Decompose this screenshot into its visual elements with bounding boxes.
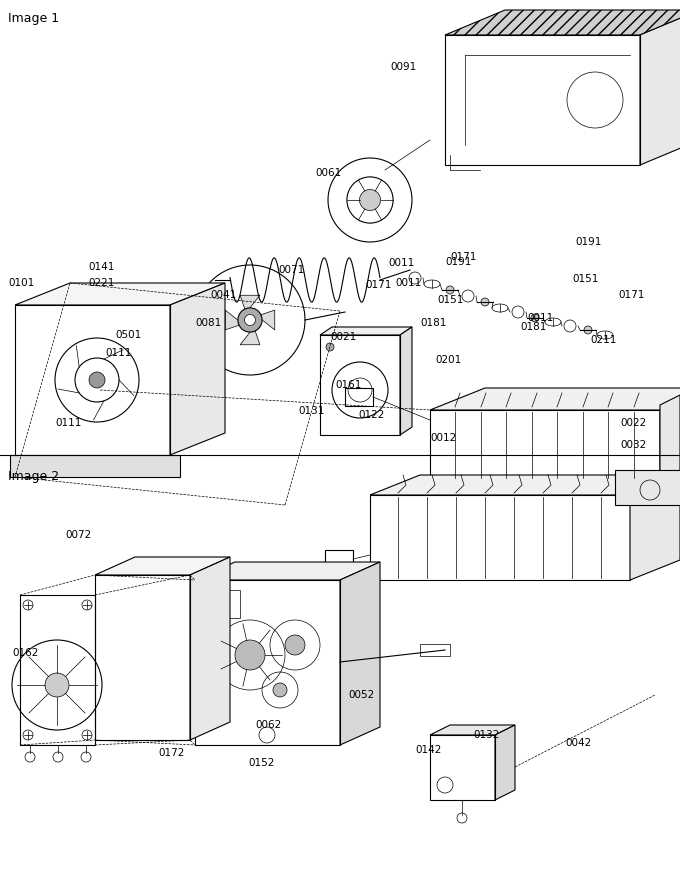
Circle shape (481, 298, 489, 306)
Circle shape (564, 320, 576, 332)
Bar (10, 455, 180, 477)
Text: 0032: 0032 (620, 440, 646, 450)
Text: 0052: 0052 (348, 690, 374, 700)
Polygon shape (660, 388, 680, 480)
Text: 0171: 0171 (450, 252, 477, 262)
Text: 0221: 0221 (88, 278, 114, 288)
Text: 0131: 0131 (298, 406, 324, 416)
Text: 0022: 0022 (620, 418, 646, 428)
Polygon shape (400, 327, 412, 435)
Polygon shape (615, 470, 680, 505)
Text: 0181: 0181 (520, 322, 546, 332)
Circle shape (89, 372, 105, 388)
Polygon shape (225, 310, 243, 330)
Text: 0161: 0161 (335, 380, 361, 390)
Bar (430, 735, 495, 800)
Circle shape (326, 343, 334, 351)
Polygon shape (320, 327, 412, 335)
Polygon shape (240, 295, 260, 313)
Circle shape (462, 290, 474, 302)
Text: 0071: 0071 (278, 265, 304, 275)
Text: 0172: 0172 (158, 748, 184, 758)
Text: 0151: 0151 (572, 274, 598, 284)
Text: 0042: 0042 (565, 738, 591, 748)
Text: 0081: 0081 (195, 318, 221, 328)
Text: 0041: 0041 (210, 290, 236, 300)
Polygon shape (95, 557, 230, 575)
Circle shape (245, 314, 256, 326)
Text: 0181: 0181 (420, 318, 446, 328)
Circle shape (512, 306, 524, 318)
Bar (320, 335, 400, 435)
Text: 0012: 0012 (430, 433, 456, 443)
Circle shape (531, 314, 539, 322)
Text: 0142: 0142 (415, 745, 441, 755)
Polygon shape (630, 475, 680, 580)
Text: 0021: 0021 (330, 332, 356, 342)
Circle shape (273, 683, 287, 697)
Circle shape (584, 326, 592, 334)
Text: 0011: 0011 (527, 313, 554, 323)
Text: 0152: 0152 (248, 758, 274, 768)
Circle shape (45, 673, 69, 697)
Polygon shape (640, 10, 680, 165)
Bar (20, 595, 95, 745)
Text: 0211: 0211 (590, 335, 616, 345)
Circle shape (23, 730, 33, 740)
Text: 0501: 0501 (115, 330, 141, 340)
Text: 0151: 0151 (437, 295, 463, 305)
Bar (200, 590, 240, 618)
Text: 0111: 0111 (105, 348, 131, 358)
Text: 0011: 0011 (388, 258, 414, 268)
Text: 0072: 0072 (65, 530, 91, 540)
Text: 0062: 0062 (255, 720, 282, 730)
Circle shape (82, 730, 92, 740)
Text: 0122: 0122 (358, 410, 384, 420)
Text: 0191: 0191 (575, 237, 601, 247)
Text: 0111: 0111 (55, 418, 82, 428)
Polygon shape (15, 283, 225, 305)
Text: 0171: 0171 (365, 280, 392, 290)
Text: 0061: 0061 (315, 168, 341, 178)
Circle shape (23, 600, 33, 610)
Bar (420, 644, 450, 656)
Circle shape (360, 189, 381, 210)
Circle shape (409, 272, 421, 284)
Polygon shape (340, 562, 380, 745)
Circle shape (82, 600, 92, 610)
Text: 0171: 0171 (618, 290, 645, 300)
Text: 0132: 0132 (473, 730, 499, 740)
Text: Image 2: Image 2 (8, 470, 59, 483)
Polygon shape (190, 557, 230, 740)
Polygon shape (495, 725, 515, 800)
Bar (345, 388, 373, 406)
Polygon shape (660, 395, 680, 480)
Bar (95, 575, 190, 740)
Circle shape (285, 635, 305, 655)
Text: 0201: 0201 (435, 355, 461, 365)
Polygon shape (445, 10, 680, 35)
Polygon shape (257, 310, 275, 330)
Polygon shape (430, 388, 680, 410)
Text: 0162: 0162 (12, 648, 38, 658)
Circle shape (235, 640, 265, 670)
Bar (325, 550, 353, 568)
Text: Image 1: Image 1 (8, 12, 59, 25)
Text: 0191: 0191 (445, 257, 471, 267)
Polygon shape (430, 725, 515, 735)
Text: 0091: 0091 (390, 62, 416, 72)
Text: 0011: 0011 (395, 278, 421, 288)
Circle shape (238, 308, 262, 332)
Text: 0101: 0101 (8, 278, 34, 288)
Polygon shape (195, 562, 380, 580)
Polygon shape (170, 283, 225, 455)
Polygon shape (370, 475, 680, 495)
Text: 0141: 0141 (88, 262, 114, 272)
Circle shape (446, 286, 454, 294)
Polygon shape (240, 328, 260, 345)
